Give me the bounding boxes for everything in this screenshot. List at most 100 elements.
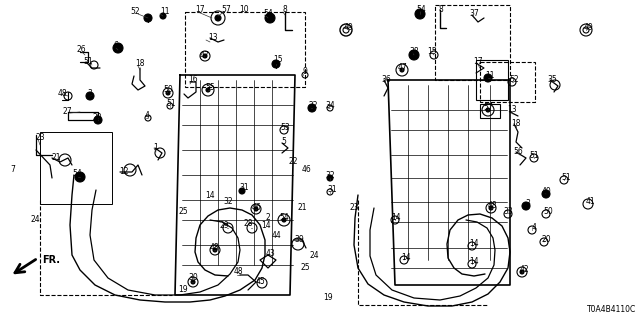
Text: 14: 14 [391, 213, 401, 222]
Text: 40: 40 [541, 188, 551, 196]
Text: 50: 50 [163, 85, 173, 94]
Text: 14: 14 [261, 221, 271, 230]
Text: 23: 23 [349, 204, 359, 212]
Text: 25: 25 [178, 207, 188, 217]
Circle shape [206, 88, 210, 92]
Text: 3: 3 [88, 89, 92, 98]
Text: 18: 18 [511, 119, 521, 129]
Circle shape [327, 175, 333, 181]
Text: 37: 37 [469, 10, 479, 19]
Text: T0A4B4110C: T0A4B4110C [587, 305, 636, 314]
Text: 9: 9 [303, 68, 307, 76]
Text: 16: 16 [188, 76, 198, 84]
Text: 15: 15 [427, 47, 437, 57]
Text: 57: 57 [221, 5, 231, 14]
Text: 24: 24 [309, 252, 319, 260]
Text: 48: 48 [209, 244, 219, 252]
Bar [480, 104, 500, 118]
Bar [476, 60, 508, 100]
Text: 13: 13 [507, 106, 517, 115]
Circle shape [94, 116, 102, 124]
Text: 17: 17 [473, 58, 483, 67]
Text: 14: 14 [205, 191, 215, 201]
Text: 50: 50 [543, 207, 553, 217]
Circle shape [239, 188, 245, 194]
Text: 6: 6 [113, 42, 118, 51]
Text: 31: 31 [327, 186, 337, 195]
Text: 51: 51 [529, 151, 539, 161]
Text: 5: 5 [282, 138, 287, 147]
Text: 42: 42 [519, 266, 529, 275]
Circle shape [215, 15, 221, 21]
Circle shape [542, 190, 550, 198]
Text: 1: 1 [154, 143, 158, 153]
Text: 28: 28 [243, 220, 253, 228]
Text: 34: 34 [325, 101, 335, 110]
Text: 12: 12 [119, 167, 129, 177]
Circle shape [522, 202, 530, 210]
Text: 46: 46 [302, 165, 312, 174]
Text: 7: 7 [11, 165, 15, 174]
Text: 2: 2 [266, 213, 270, 222]
Circle shape [272, 60, 280, 68]
Text: 14: 14 [401, 253, 411, 262]
Bar [480, 62, 535, 102]
Text: 15: 15 [273, 55, 283, 65]
Text: 8: 8 [283, 5, 287, 14]
Text: 57: 57 [483, 103, 493, 113]
Text: 39: 39 [294, 236, 304, 244]
Text: 54: 54 [263, 10, 273, 19]
Text: 53: 53 [280, 124, 290, 132]
Circle shape [160, 13, 166, 19]
Text: 10: 10 [239, 5, 249, 14]
Text: 23: 23 [35, 133, 45, 142]
Text: 32: 32 [223, 197, 233, 206]
Circle shape [75, 172, 85, 182]
Text: 33: 33 [503, 207, 513, 217]
Text: 11: 11 [485, 71, 495, 81]
Bar [185, 12, 305, 87]
Circle shape [520, 270, 524, 274]
Text: 21: 21 [297, 204, 307, 212]
Text: 49: 49 [343, 23, 353, 33]
Text: 49: 49 [583, 23, 593, 33]
Circle shape [282, 218, 286, 222]
Text: 35: 35 [547, 76, 557, 84]
Text: 8: 8 [438, 5, 444, 14]
Text: 21: 21 [51, 154, 61, 163]
Text: 20: 20 [541, 236, 551, 244]
Text: 51: 51 [561, 173, 571, 182]
Text: 56: 56 [513, 148, 523, 156]
Text: 52: 52 [130, 7, 140, 17]
Text: 27: 27 [62, 107, 72, 116]
Circle shape [400, 68, 404, 72]
Text: 43: 43 [266, 250, 276, 259]
Text: 22: 22 [308, 101, 317, 110]
Bar [40, 132, 112, 204]
Text: 46: 46 [251, 204, 261, 212]
Text: 55: 55 [205, 84, 215, 92]
Text: 4: 4 [145, 111, 149, 121]
Text: 26: 26 [76, 45, 86, 54]
Text: 14: 14 [469, 258, 479, 267]
Text: 48: 48 [233, 268, 243, 276]
Text: 18: 18 [135, 60, 145, 68]
Text: 38: 38 [409, 47, 419, 57]
Text: 20: 20 [92, 114, 102, 123]
Circle shape [489, 206, 493, 210]
Text: 54: 54 [72, 170, 82, 179]
Text: 44: 44 [271, 231, 281, 241]
Circle shape [86, 92, 94, 100]
Text: 19: 19 [178, 285, 188, 294]
Text: 54: 54 [279, 213, 289, 222]
Circle shape [409, 50, 419, 60]
Text: FR.: FR. [42, 255, 60, 265]
Text: 22: 22 [288, 157, 298, 166]
Text: 48: 48 [487, 202, 497, 211]
Circle shape [265, 13, 275, 23]
Text: 54: 54 [416, 5, 426, 14]
Text: 13: 13 [208, 34, 218, 43]
Text: 31: 31 [239, 183, 249, 193]
Text: 19: 19 [323, 293, 333, 302]
Circle shape [486, 108, 490, 112]
